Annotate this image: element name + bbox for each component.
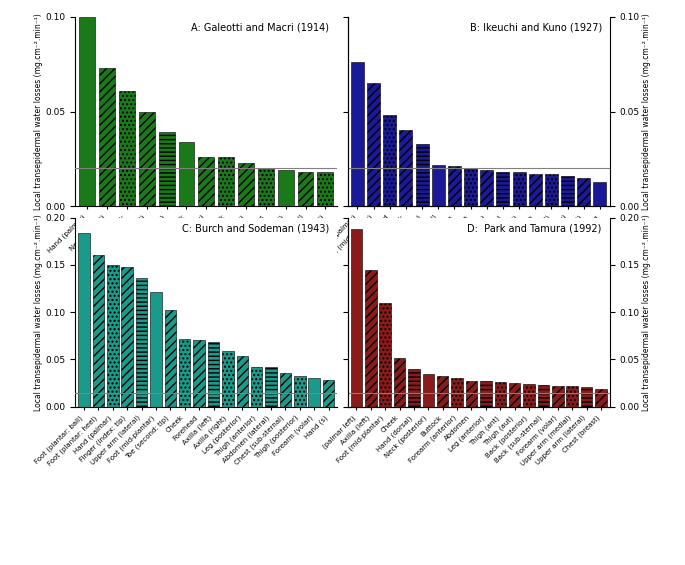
Bar bbox=[219, 157, 234, 206]
Bar bbox=[581, 387, 593, 407]
Text: D:  Park and Tamura (1992): D: Park and Tamura (1992) bbox=[467, 223, 602, 233]
Text: B: Ikeuchi and Kuno (1927): B: Ikeuchi and Kuno (1927) bbox=[469, 23, 602, 33]
Bar bbox=[351, 229, 362, 407]
Bar bbox=[552, 386, 564, 407]
Bar bbox=[480, 381, 492, 407]
Bar bbox=[159, 132, 175, 206]
Bar bbox=[365, 270, 377, 407]
Bar bbox=[92, 255, 104, 407]
Bar bbox=[561, 176, 574, 206]
Bar bbox=[394, 358, 406, 407]
Bar bbox=[545, 174, 558, 206]
Bar bbox=[466, 381, 477, 407]
Y-axis label: Local transepidermal water losses (mg.cm⁻².min⁻¹): Local transepidermal water losses (mg.cm… bbox=[643, 13, 651, 210]
Bar bbox=[277, 170, 294, 206]
Bar bbox=[199, 157, 214, 206]
Bar bbox=[367, 83, 380, 206]
Bar bbox=[236, 356, 248, 407]
Bar bbox=[512, 172, 525, 206]
Bar bbox=[379, 303, 391, 407]
Y-axis label: Local transepidermal water losses (mg.cm⁻².min⁻¹): Local transepidermal water losses (mg.cm… bbox=[643, 214, 651, 411]
Bar bbox=[448, 167, 461, 206]
Bar bbox=[480, 170, 493, 206]
Bar bbox=[222, 351, 234, 407]
Bar bbox=[119, 91, 135, 206]
Bar bbox=[79, 17, 95, 206]
Bar bbox=[523, 384, 535, 407]
Bar bbox=[179, 338, 190, 407]
Text: C: Burch and Sodeman (1943): C: Burch and Sodeman (1943) bbox=[182, 223, 329, 233]
Bar bbox=[193, 340, 205, 407]
Y-axis label: Local transepidermal water losses (mg.cm⁻².min⁻¹): Local transepidermal water losses (mg.cm… bbox=[34, 214, 42, 411]
Bar bbox=[258, 168, 274, 206]
Bar bbox=[107, 265, 119, 407]
Bar bbox=[464, 168, 477, 206]
Bar bbox=[423, 373, 434, 407]
Bar bbox=[208, 342, 219, 407]
Bar bbox=[416, 144, 429, 206]
Bar bbox=[408, 369, 420, 407]
Bar bbox=[323, 380, 334, 407]
Bar bbox=[99, 68, 115, 206]
Bar bbox=[78, 233, 90, 407]
Bar bbox=[495, 382, 506, 407]
Bar bbox=[251, 367, 262, 407]
Bar bbox=[451, 379, 463, 407]
Bar bbox=[279, 373, 291, 407]
Bar bbox=[529, 174, 542, 206]
Bar bbox=[432, 164, 445, 206]
Bar bbox=[294, 376, 306, 407]
Bar bbox=[238, 163, 254, 206]
Bar bbox=[351, 62, 364, 206]
Bar bbox=[308, 379, 320, 407]
Bar bbox=[317, 172, 334, 206]
Bar bbox=[384, 115, 396, 206]
Text: A: Galeotti and Macri (1914): A: Galeotti and Macri (1914) bbox=[191, 23, 329, 33]
Bar bbox=[164, 310, 176, 407]
Bar bbox=[595, 389, 607, 407]
Bar bbox=[399, 131, 412, 206]
Bar bbox=[297, 172, 314, 206]
Bar bbox=[538, 385, 549, 407]
Bar bbox=[121, 267, 133, 407]
Bar bbox=[179, 142, 195, 206]
Y-axis label: Local transepidermal water losses (mg.cm⁻².min⁻¹): Local transepidermal water losses (mg.cm… bbox=[34, 13, 42, 210]
Bar bbox=[150, 292, 162, 407]
Bar bbox=[139, 111, 155, 206]
Bar bbox=[577, 178, 590, 206]
Bar bbox=[593, 181, 606, 206]
Bar bbox=[497, 172, 510, 206]
Bar bbox=[136, 278, 147, 407]
Bar bbox=[265, 367, 277, 407]
Bar bbox=[566, 386, 578, 407]
Bar bbox=[437, 376, 449, 407]
Bar bbox=[509, 383, 521, 407]
